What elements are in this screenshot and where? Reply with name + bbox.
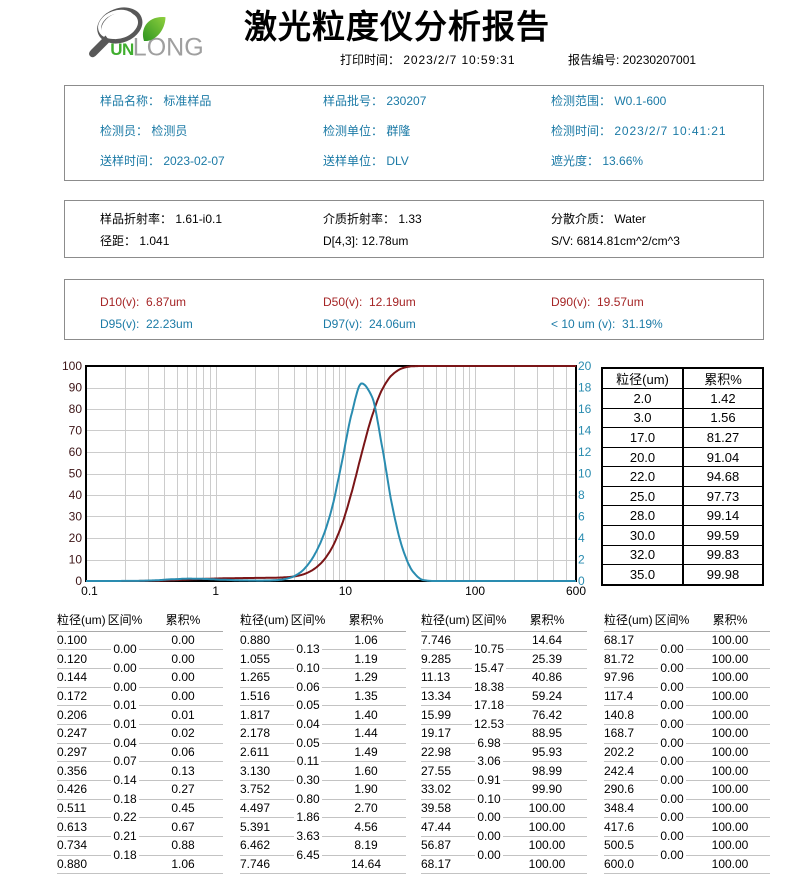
svg-text:4: 4 <box>578 531 585 545</box>
svg-text:1: 1 <box>212 584 219 598</box>
svg-text:50: 50 <box>69 467 83 481</box>
svg-text:0: 0 <box>75 574 82 588</box>
svg-text:16: 16 <box>578 402 592 416</box>
svg-text:20: 20 <box>578 359 592 373</box>
svg-text:8: 8 <box>578 488 585 502</box>
svg-text:10: 10 <box>339 584 353 598</box>
svg-text:70: 70 <box>69 424 83 438</box>
svg-text:12: 12 <box>578 445 592 459</box>
svg-text:20: 20 <box>69 531 83 545</box>
svg-text:0: 0 <box>578 574 585 588</box>
svg-text:80: 80 <box>69 402 83 416</box>
svg-text:60: 60 <box>69 445 83 459</box>
svg-text:30: 30 <box>69 510 83 524</box>
svg-text:UN: UN <box>110 40 134 59</box>
svg-text:0.1: 0.1 <box>81 584 98 598</box>
svg-text:100: 100 <box>465 584 485 598</box>
svg-text:100: 100 <box>62 359 82 373</box>
svg-text:18: 18 <box>578 381 592 395</box>
svg-text:10: 10 <box>578 467 592 481</box>
svg-text:600: 600 <box>566 584 586 598</box>
svg-text:14: 14 <box>578 424 592 438</box>
svg-text:40: 40 <box>69 488 83 502</box>
svg-text:90: 90 <box>69 381 83 395</box>
svg-text:6: 6 <box>578 510 585 524</box>
svg-text:2: 2 <box>578 553 585 567</box>
svg-text:10: 10 <box>69 553 83 567</box>
